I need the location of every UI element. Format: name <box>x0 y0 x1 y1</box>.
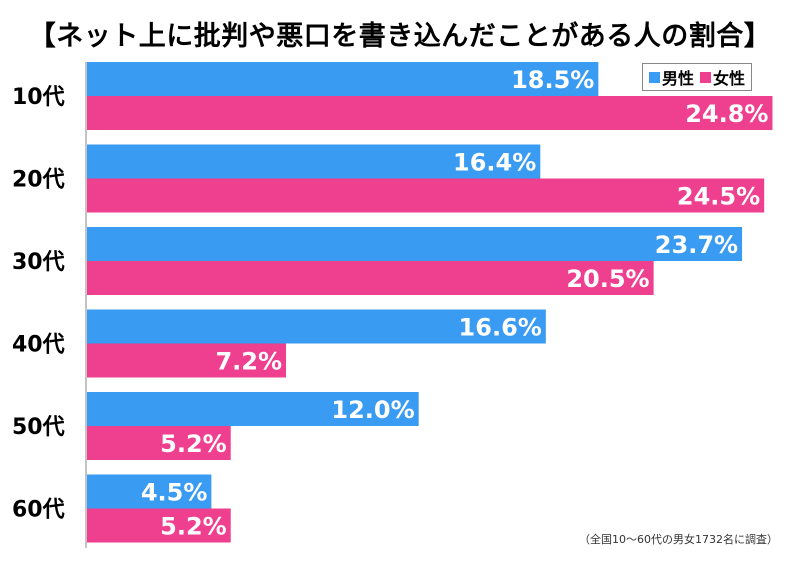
category-label: 30代 <box>12 250 65 275</box>
bar-female <box>87 508 231 543</box>
bar-value-label-male: 12.0% <box>331 396 414 424</box>
category-label: 10代 <box>12 85 65 110</box>
bar-female <box>87 426 231 460</box>
bar-value-label-female: 24.8% <box>685 100 768 128</box>
category-label: 20代 <box>12 168 65 193</box>
legend-swatch-female <box>700 71 712 83</box>
legend-label-male: 男性 <box>662 69 695 88</box>
category-label: 50代 <box>12 415 65 440</box>
bar-female <box>87 343 287 378</box>
bar-female <box>87 96 773 130</box>
bar-value-label-male: 18.5% <box>511 66 594 94</box>
bar-male <box>87 392 419 426</box>
legend-item-female: 女性 <box>700 65 745 89</box>
bar-value-label-female: 7.2% <box>215 348 282 376</box>
bar-value-label-female: 5.2% <box>160 430 227 458</box>
bar-male <box>87 227 743 261</box>
bar-female <box>87 178 765 213</box>
bar-value-label-female: 24.5% <box>677 183 760 211</box>
bar-value-label-male: 16.4% <box>453 149 536 177</box>
legend: 男性 女性 <box>642 63 753 91</box>
bar-value-label-male: 4.5% <box>141 479 208 507</box>
bar-value-label-female: 20.5% <box>566 265 649 293</box>
category-label: 40代 <box>12 333 65 358</box>
bar-female <box>87 261 654 295</box>
bar-value-label-male: 23.7% <box>655 231 738 259</box>
legend-swatch-male <box>649 71 660 83</box>
bars-layer: 10代 18.5% 24.8% 20代 16.4% 24.5% 30代 23.7%20.5% 4… <box>12 62 773 543</box>
bar-male <box>87 144 541 179</box>
bar-male <box>87 474 212 509</box>
bar-male <box>87 309 546 344</box>
source-note: （全国10～60代の男女1732名に調査） <box>579 533 778 546</box>
category-label: 60代 <box>12 498 65 523</box>
bar-value-label-male: 16.6% <box>459 314 542 342</box>
legend-label-female: 女性 <box>713 69 746 88</box>
bar-value-label-female: 5.2% <box>160 513 227 541</box>
chart-title: 【ネット上に批判や悪口を書き込んだことがある人の割合】 <box>28 21 772 52</box>
bar-male <box>87 62 599 96</box>
legend-item-male: 男性 <box>649 65 694 89</box>
